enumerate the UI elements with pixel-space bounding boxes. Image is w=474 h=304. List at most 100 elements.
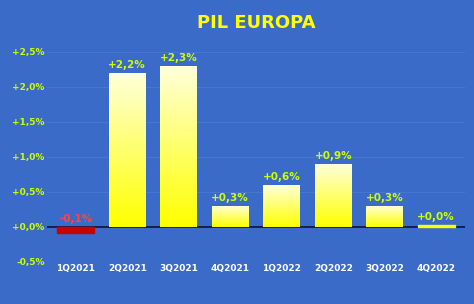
Bar [109,209,146,211]
Bar [263,212,300,213]
Bar [315,221,352,222]
Bar [160,110,197,112]
Text: +0,3%: +0,3% [211,193,249,203]
Bar [160,164,197,166]
Bar [315,184,352,185]
Bar [160,140,197,142]
Bar [263,205,300,206]
Bar [160,162,197,164]
Bar [160,96,197,98]
Bar [263,199,300,200]
Bar [315,219,352,220]
Bar [263,218,300,219]
Bar [109,104,146,105]
Bar [109,132,146,134]
Bar [263,187,300,188]
Bar [160,156,197,158]
Bar [263,225,300,226]
Bar [160,166,197,168]
Bar [315,189,352,190]
Bar [160,124,197,126]
Bar [109,163,146,165]
Bar [109,119,146,121]
Bar [315,172,352,173]
Bar [109,84,146,86]
Bar [160,200,197,202]
Bar [109,134,146,136]
Bar [160,128,197,130]
Bar [160,172,197,174]
Bar [109,88,146,90]
Bar [160,194,197,196]
Bar [418,225,455,226]
Bar [160,78,197,80]
Bar [315,164,352,226]
Bar [109,206,146,207]
Bar [315,177,352,178]
Bar [109,165,146,167]
Bar [263,188,300,189]
Bar [109,177,146,178]
Bar [160,120,197,122]
Bar [315,170,352,171]
Bar [263,219,300,220]
Bar [109,111,146,113]
Bar [160,76,197,78]
Bar [315,186,352,187]
Bar [315,216,352,217]
Bar [263,185,300,186]
Bar [315,201,352,202]
Bar [109,173,146,174]
Bar [109,86,146,88]
Bar [160,104,197,106]
Bar [109,123,146,125]
Bar [160,116,197,118]
Bar [315,207,352,208]
Bar [109,150,146,152]
Bar [109,161,146,163]
Bar [109,142,146,144]
Bar [263,216,300,217]
Bar [160,170,197,172]
Bar [160,188,197,190]
Bar [315,214,352,215]
Bar [109,146,146,148]
Text: +0,3%: +0,3% [366,193,403,203]
Bar [315,173,352,174]
Bar [160,206,197,209]
Bar [109,213,146,215]
Text: +0,6%: +0,6% [263,172,301,182]
Bar [263,210,300,211]
Bar [263,191,300,192]
Bar [160,196,197,199]
Bar [160,136,197,138]
Bar [160,80,197,82]
Bar [315,224,352,225]
Bar [263,217,300,218]
Bar [263,211,300,212]
Bar [160,176,197,178]
Bar [160,142,197,144]
Bar [160,112,197,114]
Text: +2,2%: +2,2% [109,60,146,70]
Bar [315,174,352,175]
Bar [109,190,146,192]
Bar [109,90,146,92]
Bar [160,138,197,140]
Bar [160,210,197,212]
Bar [315,175,352,176]
Bar [263,198,300,199]
Bar [263,207,300,208]
Bar [160,224,197,226]
Bar [109,157,146,159]
Bar [160,94,197,96]
Bar [315,171,352,172]
Bar [109,202,146,203]
Bar [109,96,146,98]
Bar [57,226,94,233]
Bar [263,209,300,210]
Bar [109,125,146,126]
Text: -0,1%: -0,1% [59,214,92,224]
Bar [263,201,300,202]
Bar [160,144,197,146]
